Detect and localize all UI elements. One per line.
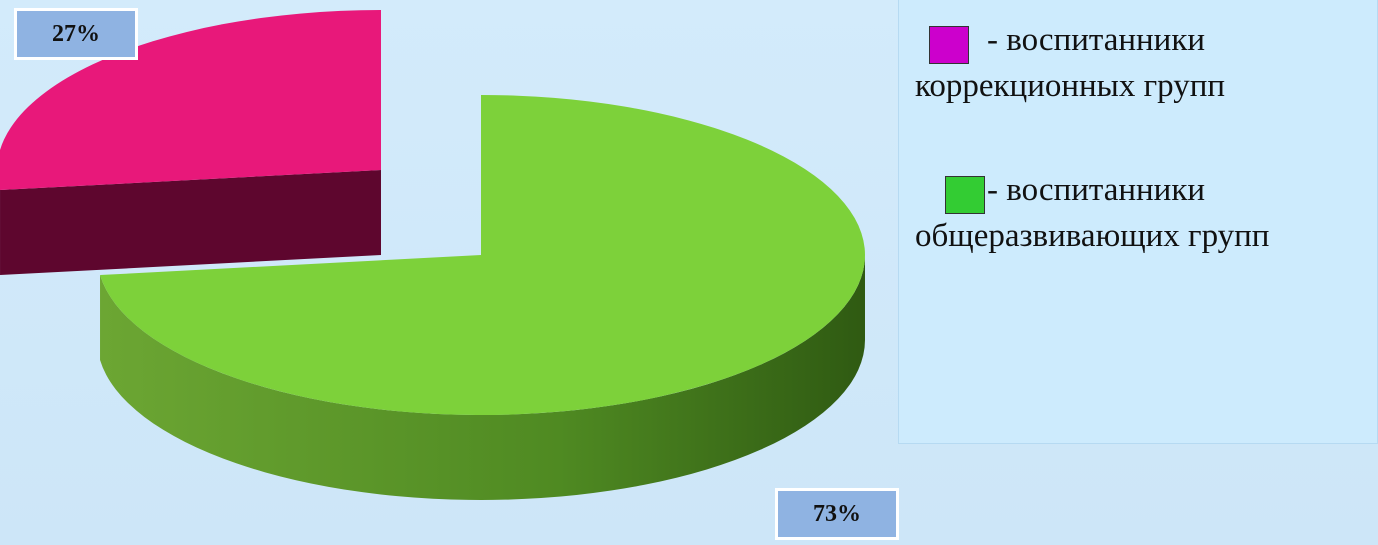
value-label: 27% [14, 8, 138, 60]
page: - воспитанники коррекционных групп - восп… [0, 0, 1378, 545]
legend-item: - воспитанники общеразвивающих групп [915, 167, 1377, 259]
value-label: 73% [775, 488, 899, 540]
legend-item: - воспитанники коррекционных групп [915, 17, 1377, 109]
legend: - воспитанники коррекционных групп - восп… [898, 0, 1378, 444]
legend-swatch [945, 176, 985, 214]
legend-swatch [929, 26, 969, 64]
